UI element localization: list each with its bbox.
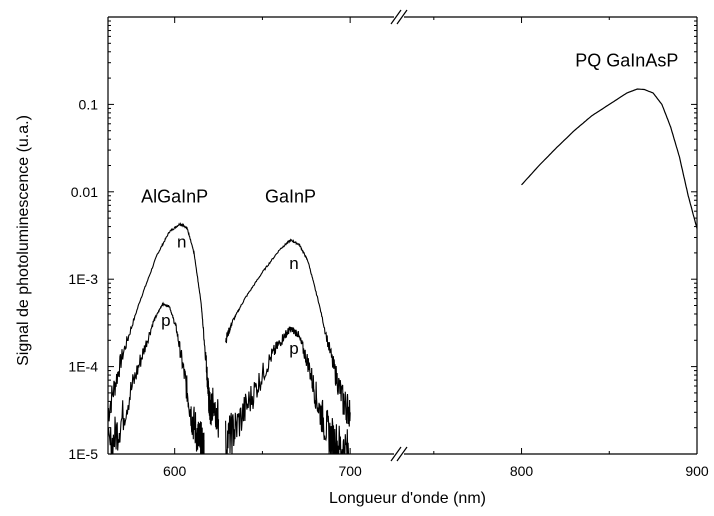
tick-labels: 1E-5 1E-4 1E-3 0.01 0.1 600 700 800 900	[68, 96, 708, 479]
annotation-label: n	[177, 233, 186, 252]
x-tick-label: 900	[685, 463, 709, 479]
annotation-label: GaInP	[265, 187, 316, 207]
break-slash	[396, 446, 408, 462]
plot-frame	[107, 16, 698, 455]
annotation-label: p	[161, 311, 170, 330]
break-slash	[390, 446, 402, 462]
x-axis-title: Longueur d'onde (nm)	[329, 490, 486, 507]
series-line-1	[107, 301, 205, 455]
annotation-label: PQ GaInAsP	[575, 51, 678, 71]
y-tick-label: 0.01	[71, 184, 98, 200]
x-tick-label: 800	[510, 463, 534, 479]
axis-break-marks	[390, 9, 408, 462]
x-tick-label: 600	[163, 463, 187, 479]
series-line-0	[107, 222, 220, 438]
y-axis-title: Signal de photoluminescence (u.a.)	[15, 115, 32, 366]
y-tick-label: 1E-4	[68, 359, 98, 375]
annotation-label: n	[289, 254, 298, 273]
series-line-2	[225, 238, 351, 427]
y-tick-label: 1E-3	[68, 271, 98, 287]
y-tick-label: 0.1	[79, 96, 99, 112]
annotation-label: p	[289, 339, 298, 358]
series-line-3	[225, 326, 351, 455]
curves	[107, 88, 698, 455]
annotation-label: AlGaInP	[141, 187, 208, 207]
axis-ticks	[108, 17, 698, 455]
x-tick-label: 700	[338, 463, 362, 479]
y-tick-label: 1E-5	[68, 446, 98, 462]
break-slash	[396, 9, 408, 25]
break-slash	[390, 9, 402, 25]
series-line-4	[521, 88, 698, 229]
annotations: AlGaInP GaInP PQ GaInAsP n p n p	[141, 51, 678, 358]
